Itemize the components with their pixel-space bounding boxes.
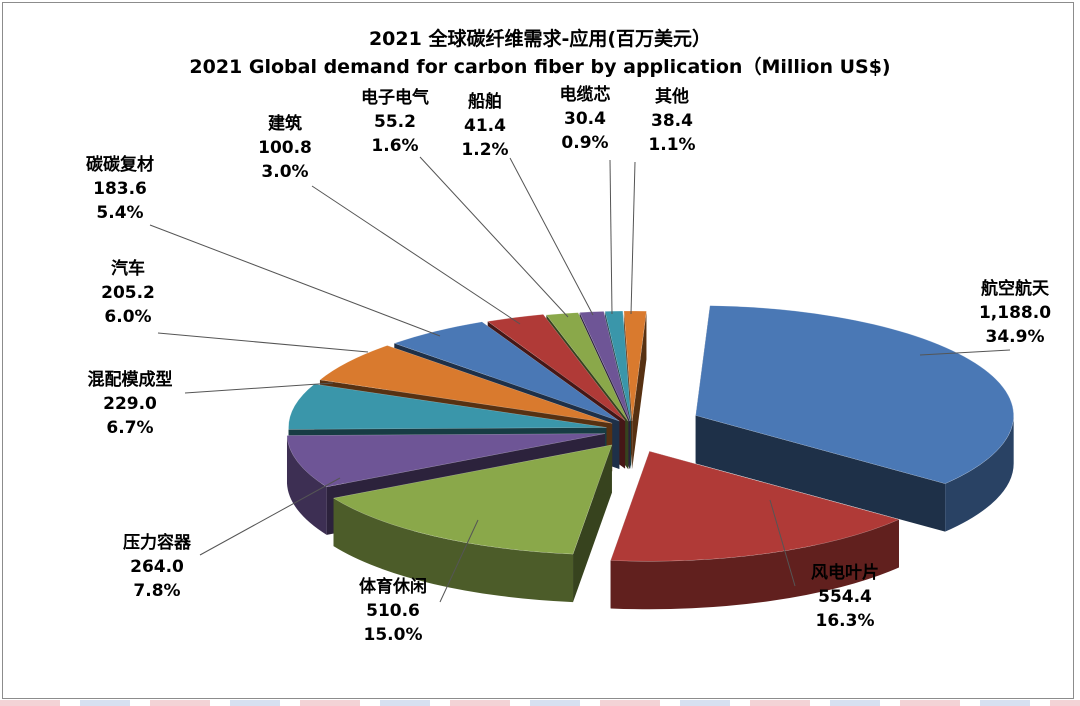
slice-percent: 5.4% (96, 203, 143, 223)
slice-percent: 6.7% (106, 418, 153, 438)
slice-value: 264.0 (130, 557, 184, 577)
slice-side (945, 415, 1014, 532)
slice-value: 41.4 (464, 116, 506, 136)
slice-value: 510.6 (366, 601, 420, 621)
leader-line (157, 332, 369, 353)
slice-percent: 34.9% (986, 327, 1045, 347)
leader-line (509, 157, 594, 316)
leader-line (609, 159, 613, 315)
pie-slice-7 (393, 321, 620, 422)
leader-line (149, 224, 441, 337)
slice-label: 航空航天 (981, 278, 1050, 299)
slice-percent: 1.6% (371, 136, 418, 156)
leader-line (919, 349, 1011, 356)
pie-slice-1 (695, 305, 1014, 484)
slice-percent: 15.0% (364, 625, 423, 645)
leader-line (419, 156, 569, 318)
slice-percent: 1.2% (461, 140, 508, 160)
slice-label: 压力容器 (123, 532, 192, 553)
slice-value: 38.4 (651, 111, 693, 131)
slice-label: 其他 (655, 86, 689, 107)
slice-value: 554.4 (818, 587, 872, 607)
slice-label: 电子电气 (361, 87, 429, 108)
slice-side (610, 519, 899, 610)
leader-line (630, 161, 636, 315)
slice-value: 100.8 (258, 138, 312, 158)
leader-line (199, 477, 341, 556)
slice-label: 汽车 (111, 258, 145, 279)
pie-slice-9 (545, 312, 629, 422)
slice-label: 建筑 (268, 113, 302, 134)
pie-slice-3 (332, 444, 613, 555)
leader-line (769, 499, 796, 587)
chart-border (2, 2, 1074, 699)
chart-title: 2021 全球碳纤维需求-应用(百万美元） (368, 28, 712, 50)
slice-wall (695, 415, 946, 532)
slice-labels: 航空航天 1,188.0 34.9% 风电叶片 554.4 16.3% 体育休闲 510.6 1… (86, 84, 1051, 645)
pie-slice-5 (288, 383, 607, 430)
pie-slice-12 (623, 310, 647, 422)
leader-line (311, 185, 521, 325)
leader-line (439, 519, 479, 603)
slice-percent: 6.0% (104, 307, 151, 327)
slice-value: 205.2 (101, 283, 155, 303)
slice-value: 55.2 (374, 112, 416, 132)
slice-label: 混配模成型 (88, 369, 173, 390)
slice-percent: 1.1% (648, 135, 695, 155)
slice-value: 183.6 (93, 179, 147, 199)
pie-tops (286, 305, 1014, 562)
slice-percent: 16.3% (816, 611, 875, 631)
slice-value: 1,188.0 (979, 303, 1051, 323)
slice-side (286, 435, 327, 535)
slice-label: 船舶 (468, 91, 502, 112)
slice-percent: 3.0% (261, 162, 308, 182)
slice-value: 229.0 (103, 394, 157, 414)
pie-slice-4 (286, 433, 605, 488)
slice-side (333, 498, 574, 603)
pie-slice-6 (319, 345, 613, 424)
footer-decoration (0, 700, 1080, 706)
slice-value: 30.4 (564, 109, 606, 129)
slice-label: 碳碳复材 (86, 154, 154, 175)
chart-subtitle: 2021 Global demand for carbon fiber by a… (189, 56, 891, 78)
pie-slice-2 (610, 450, 900, 562)
leader-line (184, 382, 334, 394)
slice-label: 体育休闲 (359, 576, 427, 597)
slice-label: 电缆芯 (560, 84, 611, 105)
leader-lines (149, 156, 1011, 603)
pie-slice-11 (604, 310, 632, 422)
slice-percent: 7.8% (133, 581, 180, 601)
pie-slice-8 (487, 314, 626, 421)
slice-percent: 0.9% (561, 133, 608, 153)
slice-label: 风电叶片 (811, 562, 879, 583)
slice-wall (632, 311, 647, 470)
